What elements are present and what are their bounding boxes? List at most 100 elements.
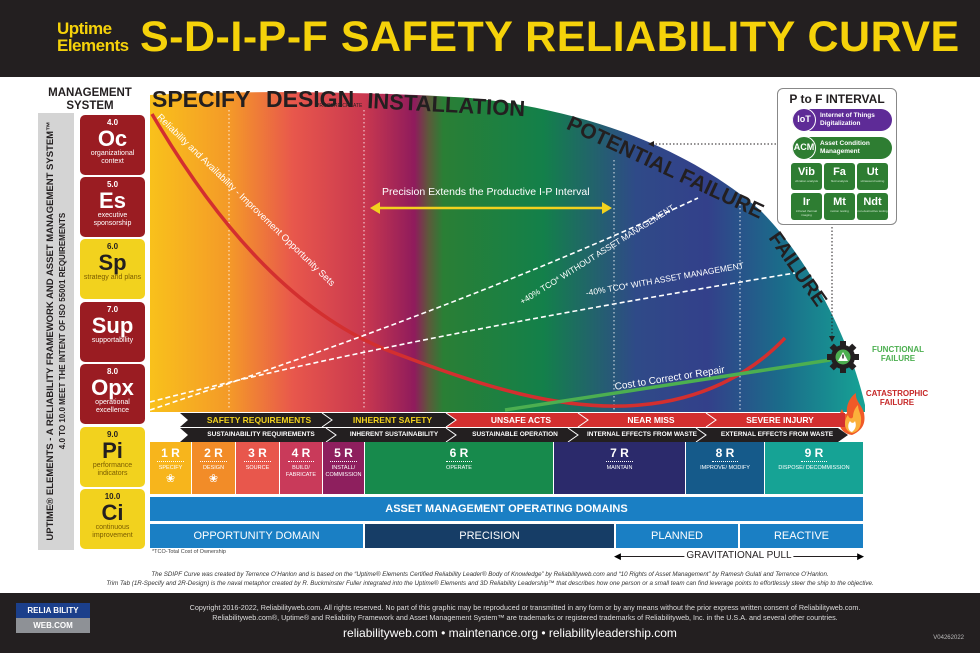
sustainable-operation: SUSTAINABLE OPERATION [472,431,558,438]
element-label: supportability [91,337,134,344]
tile-symbol: Ndt [863,196,882,208]
side-label-band [38,113,74,550]
tile-label: non-destructive testing [857,209,888,213]
tile-label: motion testing [830,209,849,213]
uptime-elements-logo: Uptime Elements [57,20,129,54]
right-label: SPECIFY [158,465,183,471]
copyright-line-1: Copyright 2016-2022, Reliabilityweb.com.… [189,603,861,612]
right-number: 3 R [244,446,271,462]
arrow-left-icon: ◀ [614,551,621,561]
phase-design-sub: PROCURE CREATE [316,103,363,109]
tile-symbol: Ut [866,166,879,178]
credit-line-1: The SDIPF Curve was created by Terrence … [151,571,829,578]
credit-line-2: Trim Tab (1R-Specify and 2R-Design) is t… [106,580,874,587]
right-2r: 2 R DESIGN ❀ [192,442,236,494]
reliabilityweb-logo: RELIA BILITY WEB.COM [16,603,90,633]
tile-label: vibration analysis [794,179,818,183]
tile-symbol: Vib [798,166,815,178]
asset-management-domains-bar: ASSET MANAGEMENT OPERATING DOMAINS [150,497,863,521]
phase-design: DESIGN [266,86,355,112]
acm-label-1: Asset Condition [820,140,870,147]
tco-footnote: *TCO-Total Cost of Ownership [152,549,226,555]
element-number: 7.0 [106,305,119,314]
gravitational-pull: ◀ ▶ GRAVITATIONAL PULL [614,550,864,562]
iot-icon: IoT [792,108,816,132]
phase-specify: SPECIFY [152,86,251,112]
precision-label: Precision Extends the Productive I-P Int… [382,186,590,198]
element-opx: 8.0 Opx operational excellence [80,364,145,424]
element-label: continuous improvement [92,524,133,539]
right-label: BUILD/ FABRICATE [285,465,317,478]
footer-bar: RELIA BILITY WEB.COM Copyright 2016-2022… [0,593,980,653]
near-miss: NEAR MISS [627,415,675,425]
right-number: 4 R [287,446,315,462]
catastrophic-failure-label: CATASTROPHIC FAILURE [865,389,929,407]
tile-symbol: Ir [802,196,811,208]
acm-icon: ACM [792,136,816,160]
copyright-line-2: Reliabilityweb.com®, Uptime® and Reliabi… [212,613,838,622]
ten-rights-row: 1 R SPECIFY ❀ 2 R DESIGN ❀ 3 R SOURCE 4 R BUIL… [150,442,863,494]
right-number: 7 R [606,446,633,462]
logo-bottom: WEB.COM [16,618,90,633]
mgmt-title-line-1: MANAGEMENT [48,87,132,99]
internal-effects-from-waste: INTERNAL EFFECTS FROM WASTE [586,431,698,438]
right-6r: 6 R OPERATE [365,442,554,494]
element-number: 6.0 [106,242,119,251]
tile-label: ultrasound testing [860,179,885,183]
element-es: 5.0 Es executive sponsorship [80,177,145,237]
right-number: 9 R [800,446,828,462]
catastrophic-failure-flame-icon [838,393,865,435]
footer-urls[interactable]: reliabilityweb.com • maintenance.org • r… [343,626,677,640]
element-symbol: Sp [98,250,127,275]
right-label: DESIGN [202,465,225,471]
right-4r: 4 R BUILD/ FABRICATE [280,442,323,494]
pf-tile-vib: Vib vibration analysis [791,163,822,190]
right-5r: 5 R INSTALL/ COMMISSION [323,442,365,494]
element-sup: 7.0 Sup supportability [80,302,145,362]
domain-planned: PLANNED [616,524,740,548]
sustainability-requirements: SUSTAINABILITY REQUIREMENTS [207,431,315,438]
severe-injury: SEVERE INJURY [746,415,814,425]
inherent-sustainability: INHERENT SUSTAINABILITY [349,431,439,438]
pf-tile-ir: Ir infrared thermal imaging [791,193,822,220]
element-symbol: Sup [91,313,134,338]
right-label: MAINTAIN [606,465,633,471]
element-symbol: Pi [102,438,123,463]
element-number: 4.0 [106,118,119,127]
inherent-safety: INHERENT SAFETY [352,415,433,425]
trim-tab-icon: ❀ [165,472,176,485]
element-pi: 9.0 Pi performance indicators [80,427,145,487]
unsafe-acts: UNSAFE ACTS [490,415,552,425]
right-number: 2 R [200,446,227,462]
right-number: 1 R [157,446,184,462]
right-number: 8 R [711,446,739,462]
right-label: IMPROVE/ MODIFY [700,465,750,471]
right-9r: 9 R DISPOSE/ DECOMMISSION [765,442,863,494]
pf-tile-ndt: Ndt non-destructive testing [857,193,888,220]
element-label: performance indicators [92,462,133,477]
element-symbol: Ci [101,500,124,525]
iot-label-1: Internet of Things [820,112,875,119]
element-label: executive sponsorship [93,212,132,227]
right-7r: 7 R MAINTAIN [554,442,686,494]
page-title: S-D-I-P-F SAFETY RELIABILITY CURVE [140,13,960,61]
tile-label: fluid analysis [830,179,849,183]
right-number: 5 R [330,446,357,462]
element-number: 8.0 [106,367,119,376]
element-label: strategy and plans [83,274,142,281]
version-label: V04262022 [933,635,964,641]
brand-line-1: Uptime [57,19,112,38]
right-8r: 8 R IMPROVE/ MODIFY [686,442,765,494]
functional-failure-gear-icon [827,341,859,373]
element-number: 10.0 [104,492,121,501]
mgmt-title-line-2: SYSTEM [66,100,114,112]
tile-symbol: Mt [833,196,846,208]
tile-label: infrared thermal imaging [795,209,817,217]
pf-acm: ACM Asset Condition Management [792,136,892,160]
domain-reactive: REACTIVE [740,524,863,548]
header-bar: Uptime Elements S-D-I-P-F SAFETY RELIABI… [0,0,980,77]
pf-iot: IoT Internet of Things Digitalization [792,108,892,132]
external-effects-from-waste: EXTERNAL EFFECTS FROM WASTE [720,431,834,438]
